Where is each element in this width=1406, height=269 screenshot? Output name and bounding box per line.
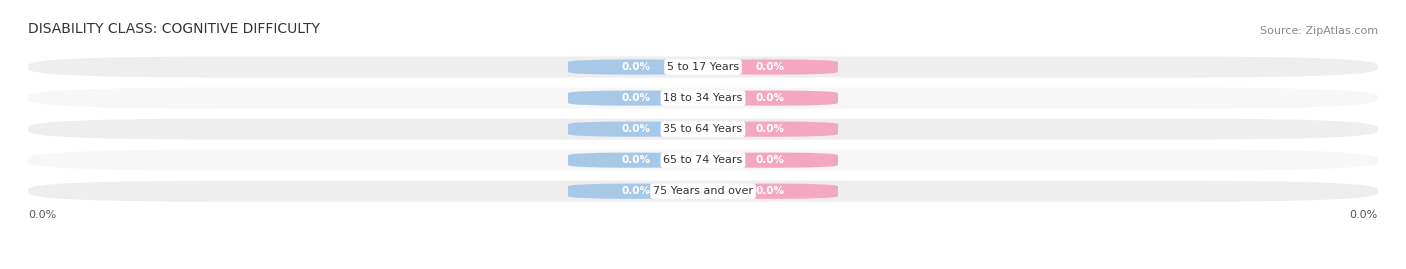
- FancyBboxPatch shape: [568, 153, 703, 168]
- FancyBboxPatch shape: [703, 153, 838, 168]
- FancyBboxPatch shape: [28, 56, 1378, 77]
- Text: 0.0%: 0.0%: [621, 124, 650, 134]
- Text: 0.0%: 0.0%: [28, 210, 56, 220]
- Text: 0.0%: 0.0%: [621, 93, 650, 103]
- Text: 0.0%: 0.0%: [1350, 210, 1378, 220]
- Text: 0.0%: 0.0%: [621, 62, 650, 72]
- FancyBboxPatch shape: [703, 184, 838, 199]
- FancyBboxPatch shape: [568, 90, 703, 106]
- Text: 0.0%: 0.0%: [756, 155, 785, 165]
- Text: 65 to 74 Years: 65 to 74 Years: [664, 155, 742, 165]
- FancyBboxPatch shape: [28, 87, 1378, 109]
- Text: 35 to 64 Years: 35 to 64 Years: [664, 124, 742, 134]
- FancyBboxPatch shape: [568, 184, 703, 199]
- Text: 0.0%: 0.0%: [621, 186, 650, 196]
- FancyBboxPatch shape: [28, 119, 1378, 140]
- Text: 5 to 17 Years: 5 to 17 Years: [666, 62, 740, 72]
- Text: DISABILITY CLASS: COGNITIVE DIFFICULTY: DISABILITY CLASS: COGNITIVE DIFFICULTY: [28, 22, 321, 36]
- Text: 18 to 34 Years: 18 to 34 Years: [664, 93, 742, 103]
- FancyBboxPatch shape: [568, 122, 703, 137]
- FancyBboxPatch shape: [28, 150, 1378, 171]
- FancyBboxPatch shape: [703, 59, 838, 75]
- Text: Source: ZipAtlas.com: Source: ZipAtlas.com: [1260, 26, 1378, 36]
- FancyBboxPatch shape: [28, 181, 1378, 202]
- Text: 0.0%: 0.0%: [756, 186, 785, 196]
- FancyBboxPatch shape: [703, 90, 838, 106]
- Text: 0.0%: 0.0%: [621, 155, 650, 165]
- Text: 75 Years and over: 75 Years and over: [652, 186, 754, 196]
- FancyBboxPatch shape: [568, 59, 703, 75]
- FancyBboxPatch shape: [703, 122, 838, 137]
- Text: 0.0%: 0.0%: [756, 62, 785, 72]
- Text: 0.0%: 0.0%: [756, 93, 785, 103]
- Text: 0.0%: 0.0%: [756, 124, 785, 134]
